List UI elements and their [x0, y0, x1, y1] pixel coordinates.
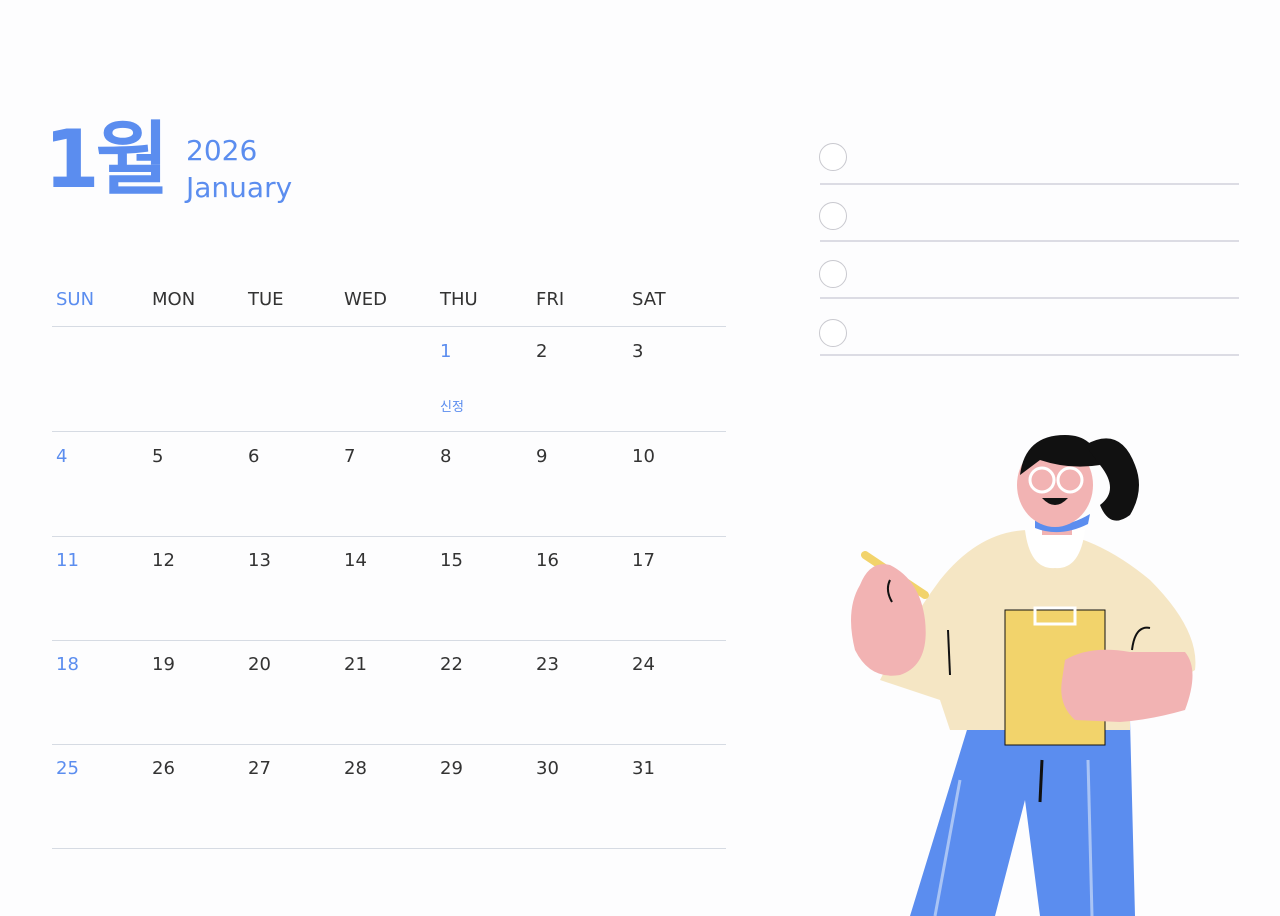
weekday-header-wed: WED — [344, 289, 388, 310]
month-number-korean: 1월 — [44, 113, 169, 206]
day-cell[interactable]: 22 — [440, 654, 463, 675]
day-cell[interactable]: 11 — [56, 550, 79, 571]
weekday-header-thu: THU — [440, 289, 478, 310]
year-label: 2026 — [186, 134, 258, 167]
day-cell[interactable]: 29 — [440, 758, 463, 779]
day-cell[interactable]: 7 — [344, 446, 356, 467]
weekday-header-tue: TUE — [248, 289, 284, 310]
woman-with-clipboard-illustration — [851, 435, 1196, 916]
week-divider — [52, 431, 726, 432]
day-cell[interactable]: 28 — [344, 758, 367, 779]
checklist-line[interactable] — [820, 240, 1239, 242]
week-divider — [52, 848, 726, 849]
holiday-label: 신정 — [440, 400, 464, 415]
checklist-line[interactable] — [820, 183, 1239, 185]
day-cell[interactable]: 3 — [632, 341, 644, 362]
day-cell[interactable]: 31 — [632, 758, 655, 779]
day-cell[interactable]: 19 — [152, 654, 175, 675]
checkbox[interactable] — [819, 143, 847, 171]
checkbox[interactable] — [819, 260, 847, 288]
day-cell[interactable]: 23 — [536, 654, 559, 675]
weekday-header-mon: MON — [152, 289, 196, 310]
day-cell[interactable]: 15 — [440, 550, 463, 571]
day-cell[interactable]: 18 — [56, 654, 79, 675]
week-divider — [52, 536, 726, 537]
day-cell[interactable]: 13 — [248, 550, 271, 571]
day-cell[interactable]: 4 — [56, 446, 68, 467]
checklist-line[interactable] — [820, 297, 1239, 299]
week-divider — [52, 640, 726, 641]
day-cell[interactable]: 17 — [632, 550, 655, 571]
day-cell[interactable]: 9 — [536, 446, 548, 467]
day-cell[interactable]: 27 — [248, 758, 271, 779]
day-cell[interactable]: 12 — [152, 550, 175, 571]
day-cell[interactable]: 14 — [344, 550, 367, 571]
day-cell[interactable]: 1 — [440, 341, 452, 362]
weekday-header-fri: FRI — [536, 289, 565, 310]
weekday-header-sat: SAT — [632, 289, 666, 310]
header-divider — [52, 326, 726, 327]
day-cell[interactable]: 24 — [632, 654, 655, 675]
day-cell[interactable]: 26 — [152, 758, 175, 779]
day-cell[interactable]: 21 — [344, 654, 367, 675]
day-cell[interactable]: 6 — [248, 446, 260, 467]
day-cell[interactable]: 25 — [56, 758, 79, 779]
day-cell[interactable]: 30 — [536, 758, 559, 779]
week-divider — [52, 744, 726, 745]
day-cell[interactable]: 2 — [536, 341, 548, 362]
checklist-line[interactable] — [820, 354, 1239, 356]
day-cell[interactable]: 20 — [248, 654, 271, 675]
weekday-header-sun: SUN — [56, 289, 95, 310]
checkbox[interactable] — [819, 319, 847, 347]
day-cell[interactable]: 10 — [632, 446, 655, 467]
day-cell[interactable]: 16 — [536, 550, 559, 571]
month-name-english: January — [186, 171, 293, 204]
day-cell[interactable]: 5 — [152, 446, 164, 467]
day-cell[interactable]: 8 — [440, 446, 452, 467]
checkbox[interactable] — [819, 202, 847, 230]
